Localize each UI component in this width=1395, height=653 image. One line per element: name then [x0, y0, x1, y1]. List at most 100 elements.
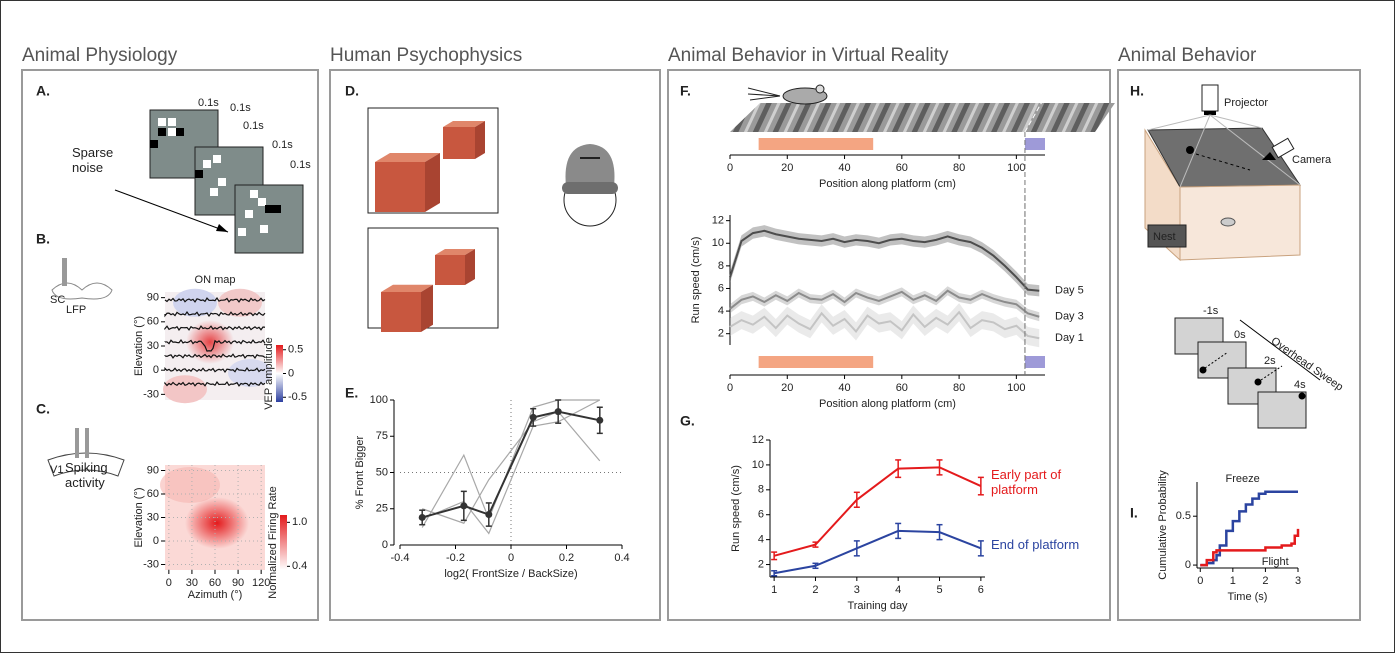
x-tick-label: 0 — [727, 162, 733, 174]
cube-front — [375, 162, 425, 212]
x-tick-label: 3 — [854, 584, 860, 596]
noise-pixel — [250, 190, 258, 198]
sweep-time: 0s — [1234, 329, 1246, 341]
colorbar-tick-label: 0.4 — [292, 560, 307, 572]
x-tick-label: 30 — [186, 577, 198, 589]
y-tick-label: 0 — [153, 364, 159, 376]
panel-letter: F. — [680, 83, 691, 99]
stimulus-label: Sparse noise — [72, 140, 142, 180]
x-tick-label: 0 — [727, 382, 733, 394]
y-tick-label: 90 — [147, 464, 159, 476]
stimulus-label-box: Sparse noise — [72, 140, 142, 180]
colorbar-tick-label: 0 — [288, 367, 294, 379]
projector — [1202, 85, 1218, 111]
colorbar-tick-label: 1.0 — [292, 516, 307, 528]
signal-label: Spiking activity — [65, 458, 125, 492]
colorbar-label: Normalized Firing Rate — [267, 486, 279, 598]
region-label: SC — [50, 294, 65, 306]
noise-pixel — [168, 118, 176, 126]
y-tick-label: 10 — [752, 459, 764, 471]
x-tick-label: 80 — [953, 162, 965, 174]
region-label: V1 — [50, 464, 63, 476]
series-label: End of platform — [991, 524, 1086, 564]
noise-pixel — [265, 205, 273, 213]
panel-letter: H. — [1130, 83, 1144, 99]
x-tick-label: 20 — [781, 382, 793, 394]
x-tick-label: 0 — [1197, 575, 1203, 587]
goggles — [562, 182, 618, 194]
cube-front — [435, 255, 465, 285]
mouse-ear — [816, 85, 824, 93]
nest-label: Nest — [1153, 231, 1176, 243]
series-label: Day 5 — [1055, 285, 1084, 297]
panel-letter: G. — [680, 413, 695, 429]
camera-label: Camera — [1292, 154, 1332, 166]
data-point — [485, 511, 492, 518]
noise-pixel — [213, 155, 221, 163]
heatmap-title: ON map — [195, 274, 236, 286]
y-tick-label: 0 — [382, 539, 388, 551]
y-axis-label: Run speed (cm/s) — [690, 237, 702, 324]
frame-time: 0.1s — [290, 159, 311, 171]
x-tick-label: 4 — [895, 584, 901, 596]
sweep-dot — [1299, 393, 1306, 400]
sweep-time: -1s — [1203, 305, 1219, 317]
y-tick-label: 0 — [1185, 559, 1191, 571]
x-axis-label: Azimuth (°) — [188, 589, 243, 601]
x-tick-label: 0 — [508, 552, 514, 564]
signal-label: LFP — [66, 304, 86, 316]
x-tick-label: 2 — [812, 584, 818, 596]
x-axis-label: Training day — [847, 600, 908, 612]
x-axis-label: Time (s) — [1228, 591, 1268, 603]
region — [759, 356, 874, 368]
x-tick-label: 3 — [1295, 575, 1301, 587]
x-tick-label: 1 — [771, 584, 777, 596]
y-tick-label: 10 — [712, 237, 724, 249]
x-tick-label: 1 — [1230, 575, 1236, 587]
noise-pixel — [168, 128, 176, 136]
x-tick-label: 2 — [1262, 575, 1268, 587]
x-tick-label: 0.4 — [614, 552, 629, 564]
series-label: Day 1 — [1055, 332, 1084, 344]
x-axis-label: Position along platform (cm) — [819, 178, 956, 190]
x-tick-label: 60 — [896, 162, 908, 174]
enclosure-front — [1180, 185, 1300, 260]
y-axis-label: % Front Bigger — [354, 435, 366, 509]
y-tick-label: 6 — [718, 282, 724, 294]
region — [759, 138, 874, 150]
x-tick-label: 90 — [232, 577, 244, 589]
x-tick-label: 5 — [936, 584, 942, 596]
y-tick-label: 2 — [758, 558, 764, 570]
x-tick-label: 100 — [1007, 162, 1025, 174]
x-tick-label: 40 — [838, 382, 850, 394]
noise-pixel — [158, 128, 166, 136]
x-axis-label: Position along platform (cm) — [819, 398, 956, 410]
panel-letter: E. — [345, 385, 358, 401]
x-tick-label: 60 — [896, 382, 908, 394]
y-tick-label: 30 — [147, 511, 159, 523]
colorbar-label: VEP amplitude — [263, 337, 275, 410]
y-tick-label: 25 — [376, 503, 388, 515]
colorbar-tick-label: 0.5 — [288, 344, 303, 356]
noise-pixel — [238, 228, 246, 236]
noise-pixel — [245, 210, 253, 218]
x-tick-label: 6 — [978, 584, 984, 596]
cube-side — [425, 153, 440, 212]
sweep-time: 4s — [1294, 379, 1306, 391]
figure: Animal PhysiologyHuman PsychophysicsAnim… — [0, 0, 1395, 653]
noise-pixel — [260, 225, 268, 233]
projector-lens — [1204, 111, 1216, 115]
y-tick-label: 0.5 — [1176, 510, 1191, 522]
cube-front — [443, 127, 475, 159]
y-tick-label: -30 — [143, 388, 159, 400]
y-tick-label: 75 — [376, 430, 388, 442]
series-label: Freeze — [1225, 473, 1259, 485]
colorbar-tick-label: -0.5 — [288, 391, 307, 403]
mouse — [1221, 218, 1235, 226]
x-axis-label: log2( FrontSize / BackSize) — [444, 568, 577, 580]
x-tick-label: -0.4 — [391, 552, 410, 564]
column-header: Animal Behavior in Virtual Reality — [668, 45, 949, 66]
panel-letter: D. — [345, 83, 359, 99]
x-tick-label: 60 — [209, 577, 221, 589]
noise-frame — [235, 185, 303, 253]
